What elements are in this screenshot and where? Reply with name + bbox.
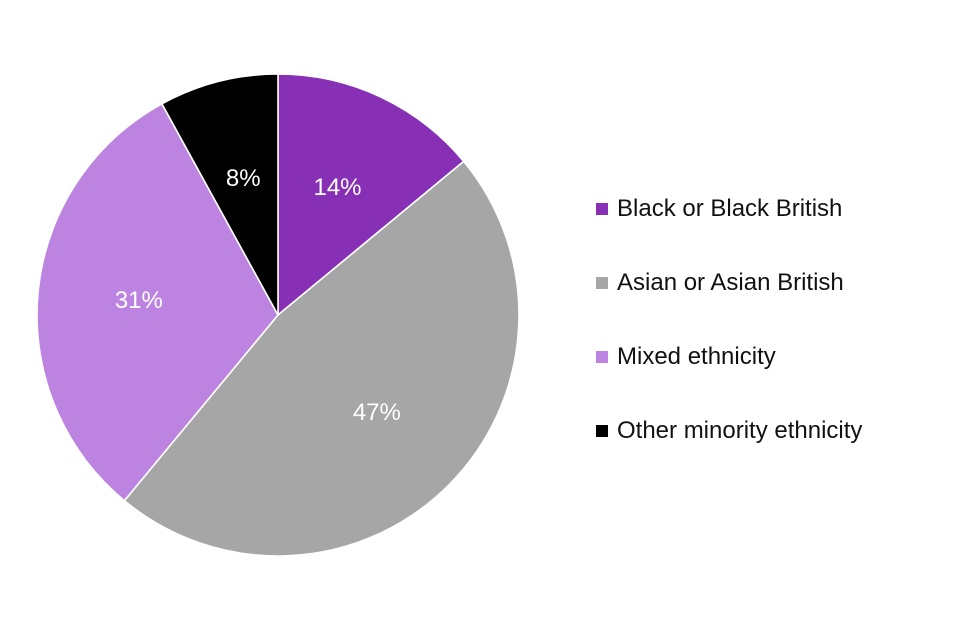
legend-swatch [596,202,608,215]
pie-data-label-mixed-ethnicity: 31% [115,287,163,314]
legend-item-mixed-ethnicity: Mixed ethnicity [596,338,946,375]
legend-label: Black or Black British [617,194,843,222]
legend-swatch [596,424,608,437]
pie-data-label-black-or-black-british: 14% [313,174,361,201]
pie-slices [36,73,520,557]
pie-slice-black-or-black-british [277,73,465,317]
legend-item-black-or-black-british: Black or Black British [596,190,946,227]
legend-item-asian-or-asian-british: Asian or Asian British [596,264,946,301]
legend-label: Asian or Asian British [617,268,844,296]
pie-data-label-asian-or-asian-british: 47% [353,399,401,426]
pie-slice-mixed-ethnicity [36,102,279,502]
pie-data-label-other-minority-ethnicity: 8% [226,165,261,192]
legend-label: Mixed ethnicity [617,342,776,370]
pie-slice-asian-or-asian-british [123,160,520,557]
legend-label: Other minority ethnicity [617,416,863,444]
pie-slice-other-minority-ethnicity [160,73,279,316]
pie-data-labels: 14% 47% 31% 8% [115,165,401,426]
legend: Black or Black British Asian or Asian Br… [596,190,946,486]
legend-swatch [596,350,608,363]
legend-swatch [596,276,608,289]
legend-item-other-minority-ethnicity: Other minority ethnicity [596,412,946,449]
